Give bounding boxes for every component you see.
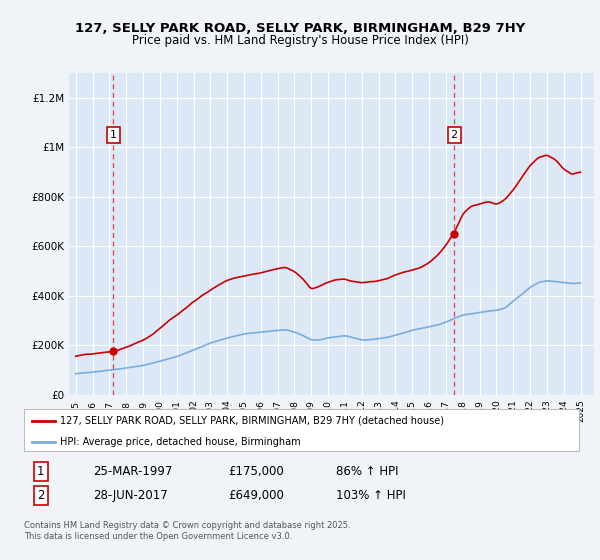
Text: HPI: Average price, detached house, Birmingham: HPI: Average price, detached house, Birm… — [60, 437, 301, 446]
Text: 86% ↑ HPI: 86% ↑ HPI — [336, 465, 398, 478]
Text: 28-JUN-2017: 28-JUN-2017 — [93, 489, 168, 502]
Text: Contains HM Land Registry data © Crown copyright and database right 2025.
This d: Contains HM Land Registry data © Crown c… — [24, 521, 350, 540]
Text: £175,000: £175,000 — [228, 465, 284, 478]
Text: 2: 2 — [37, 489, 44, 502]
Text: £649,000: £649,000 — [228, 489, 284, 502]
Text: 1: 1 — [37, 465, 44, 478]
Text: 1: 1 — [110, 130, 117, 140]
Text: 127, SELLY PARK ROAD, SELLY PARK, BIRMINGHAM, B29 7HY (detached house): 127, SELLY PARK ROAD, SELLY PARK, BIRMIN… — [60, 416, 444, 426]
Text: 2: 2 — [451, 130, 458, 140]
Text: 25-MAR-1997: 25-MAR-1997 — [93, 465, 172, 478]
Text: 103% ↑ HPI: 103% ↑ HPI — [336, 489, 406, 502]
Text: Price paid vs. HM Land Registry's House Price Index (HPI): Price paid vs. HM Land Registry's House … — [131, 34, 469, 47]
Text: 127, SELLY PARK ROAD, SELLY PARK, BIRMINGHAM, B29 7HY: 127, SELLY PARK ROAD, SELLY PARK, BIRMIN… — [75, 21, 525, 35]
